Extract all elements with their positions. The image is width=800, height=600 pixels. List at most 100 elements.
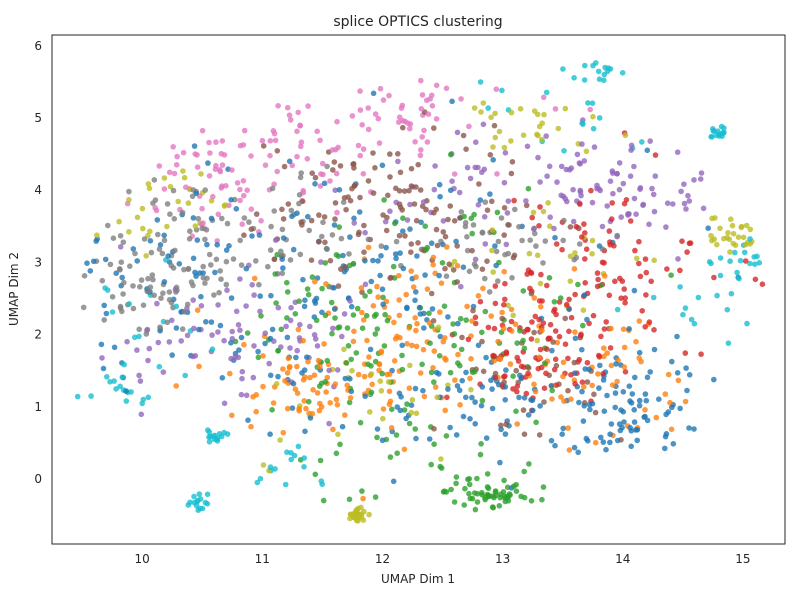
scatter-point-cluster-1	[344, 382, 351, 389]
scatter-point-cluster-4	[535, 154, 541, 161]
scatter-point-cluster-7	[393, 238, 400, 245]
scatter-point-cluster-2	[474, 491, 481, 497]
scatter-point-cluster-3	[607, 242, 613, 248]
scatter-point-cluster-1	[314, 390, 321, 396]
scatter-point-cluster-6	[267, 152, 273, 159]
scatter-point-cluster-5	[470, 307, 476, 314]
scatter-point-cluster-5	[331, 159, 338, 165]
scatter-point-cluster-5	[454, 279, 461, 285]
scatter-point-cluster-3	[599, 259, 606, 266]
scatter-point-cluster-5	[396, 201, 403, 207]
scatter-point-cluster-8	[349, 367, 355, 374]
scatter-point-cluster-4	[326, 420, 332, 427]
scatter-point-cluster-9	[714, 292, 720, 299]
scatter-point-cluster-0	[705, 225, 711, 231]
scatter-point-cluster-7	[137, 284, 143, 290]
scatter-point-cluster-0	[377, 272, 383, 279]
scatter-point-cluster-0	[238, 334, 245, 341]
scatter-point-cluster-0	[194, 237, 201, 243]
scatter-point-cluster-2	[324, 357, 331, 364]
scatter-point-cluster-0	[347, 376, 353, 382]
scatter-point-cluster-5	[397, 169, 404, 176]
scatter-point-cluster-8	[126, 197, 132, 203]
scatter-point-cluster-6	[424, 139, 431, 145]
scatter-point-cluster-0	[647, 369, 653, 375]
y-tick-label: 2	[34, 328, 42, 342]
scatter-point-cluster-8	[260, 462, 267, 468]
scatter-point-cluster-8	[727, 249, 733, 255]
scatter-point-cluster-2	[479, 397, 486, 404]
scatter-point-cluster-5	[440, 229, 447, 235]
scatter-point-cluster-7	[253, 258, 259, 264]
scatter-point-cluster-1	[443, 357, 449, 363]
scatter-point-cluster-7	[561, 217, 567, 224]
scatter-point-cluster-0	[503, 367, 509, 373]
scatter-point-cluster-6	[239, 221, 245, 227]
scatter-point-cluster-3	[528, 336, 535, 342]
scatter-point-cluster-5	[553, 362, 560, 369]
scatter-point-cluster-4	[184, 332, 191, 339]
scatter-point-cluster-4	[558, 163, 565, 170]
scatter-point-cluster-9	[695, 294, 702, 301]
scatter-point-cluster-0	[420, 387, 426, 394]
x-axis-label: UMAP Dim 1	[381, 572, 455, 586]
scatter-point-cluster-3	[492, 283, 499, 289]
x-tick-label: 12	[375, 552, 390, 566]
scatter-point-cluster-7	[179, 326, 186, 332]
scatter-point-cluster-2	[320, 497, 327, 504]
scatter-point-cluster-1	[430, 365, 436, 371]
scatter-point-cluster-2	[520, 337, 526, 344]
scatter-point-cluster-0	[422, 272, 428, 278]
scatter-point-cluster-9	[206, 439, 213, 445]
scatter-point-cluster-2	[354, 305, 361, 312]
scatter-point-cluster-0	[421, 325, 427, 331]
scatter-point-cluster-4	[681, 200, 688, 207]
scatter-point-cluster-4	[237, 276, 243, 282]
scatter-point-cluster-0	[674, 370, 681, 376]
scatter-point-cluster-5	[459, 334, 465, 341]
scatter-point-cluster-1	[286, 365, 293, 371]
scatter-point-cluster-9	[680, 311, 686, 318]
scatter-point-cluster-2	[274, 251, 281, 258]
scatter-point-cluster-0	[269, 326, 276, 333]
scatter-point-cluster-0	[598, 434, 604, 441]
scatter-point-cluster-2	[353, 350, 360, 356]
scatter-point-cluster-8	[490, 269, 497, 275]
scatter-point-cluster-6	[215, 211, 222, 218]
scatter-point-cluster-3	[608, 216, 615, 222]
scatter-point-cluster-2	[546, 275, 553, 281]
scatter-point-cluster-3	[510, 386, 516, 392]
scatter-point-cluster-2	[520, 288, 527, 294]
scatter-point-cluster-0	[631, 287, 638, 294]
scatter-point-cluster-5	[399, 207, 406, 213]
scatter-point-cluster-2	[525, 185, 532, 192]
scatter-point-cluster-0	[397, 407, 404, 414]
scatter-point-cluster-2	[399, 366, 406, 373]
scatter-point-cluster-2	[510, 373, 516, 380]
scatter-point-cluster-2	[306, 398, 312, 405]
scatter-point-cluster-1	[305, 358, 311, 365]
scatter-point-cluster-4	[198, 303, 205, 309]
scatter-point-cluster-4	[698, 170, 705, 176]
scatter-point-cluster-1	[391, 319, 397, 326]
scatter-point-cluster-1	[380, 406, 387, 412]
scatter-point-cluster-4	[628, 147, 634, 153]
scatter-point-cluster-2	[518, 493, 524, 500]
scatter-point-cluster-3	[742, 258, 749, 264]
scatter-point-cluster-3	[577, 201, 583, 207]
scatter-point-cluster-3	[485, 324, 492, 331]
scatter-point-cluster-7	[319, 233, 325, 240]
scatter-point-cluster-8	[510, 312, 516, 319]
scatter-point-cluster-7	[527, 237, 533, 243]
scatter-point-cluster-5	[335, 283, 342, 289]
scatter-point-cluster-0	[632, 374, 638, 381]
scatter-point-cluster-6	[248, 153, 254, 159]
scatter-point-cluster-9	[737, 257, 744, 264]
scatter-point-cluster-5	[509, 159, 516, 165]
scatter-point-cluster-3	[536, 223, 542, 229]
scatter-point-cluster-8	[140, 225, 146, 232]
scatter-point-cluster-5	[370, 150, 376, 156]
scatter-point-cluster-2	[453, 474, 460, 480]
scatter-point-cluster-0	[400, 265, 407, 272]
